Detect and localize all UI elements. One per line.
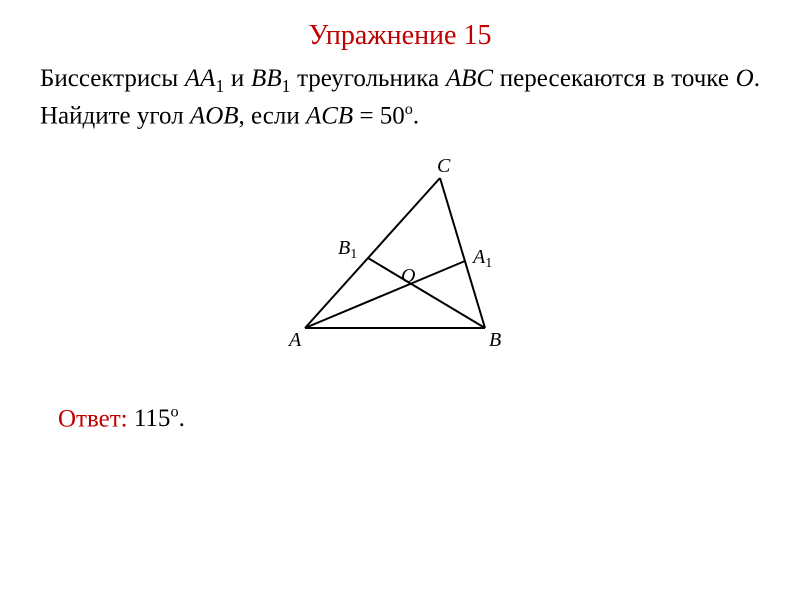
- angle-acb: ACB: [306, 102, 353, 129]
- diagram-edge: [305, 261, 465, 328]
- text-fragment: = 50: [353, 102, 405, 129]
- vertex-label: A: [287, 329, 302, 351]
- vertex-label: B: [489, 329, 501, 351]
- problem-statement: Биссектрисы AA1 и BB1 треугольника ABC п…: [40, 62, 760, 133]
- triangle-svg: C A B B1 A1 O: [265, 158, 535, 358]
- vertex-label: A1: [471, 246, 492, 271]
- answer-label: Ответ:: [58, 405, 134, 432]
- diagram-container: C A B B1 A1 O: [40, 158, 760, 363]
- degree-symbol: o: [405, 100, 413, 118]
- text-fragment: .: [413, 102, 419, 129]
- vertex-label: B1: [338, 237, 357, 262]
- seg-base: BB: [251, 65, 282, 92]
- exercise-title: Упражнение 15: [40, 20, 760, 52]
- vertex-label: O: [401, 265, 415, 287]
- triangle-diagram: C A B B1 A1 O: [265, 158, 535, 363]
- text-fragment: и: [224, 65, 251, 92]
- text-fragment: Биссектрисы: [40, 65, 185, 92]
- point-o: O: [736, 65, 754, 92]
- segment-aa1: AA1: [185, 65, 224, 92]
- seg-base: AA: [185, 65, 216, 92]
- answer-number: 115: [134, 405, 171, 432]
- diagram-edge: [305, 178, 440, 328]
- text-fragment: треугольника: [290, 65, 445, 92]
- degree-symbol: o: [170, 403, 178, 421]
- vertex-label: C: [437, 158, 451, 177]
- triangle-abc: ABC: [446, 65, 493, 92]
- seg-sub: 1: [215, 76, 224, 96]
- text-fragment: , если: [239, 102, 306, 129]
- answer-row: Ответ: 115o.: [40, 403, 760, 433]
- angle-aob: AOB: [190, 102, 239, 129]
- text-fragment: пересекаются в точке: [493, 65, 736, 92]
- answer-value: 115o.: [134, 405, 185, 432]
- answer-end: .: [179, 405, 185, 432]
- segment-bb1: BB1: [251, 65, 290, 92]
